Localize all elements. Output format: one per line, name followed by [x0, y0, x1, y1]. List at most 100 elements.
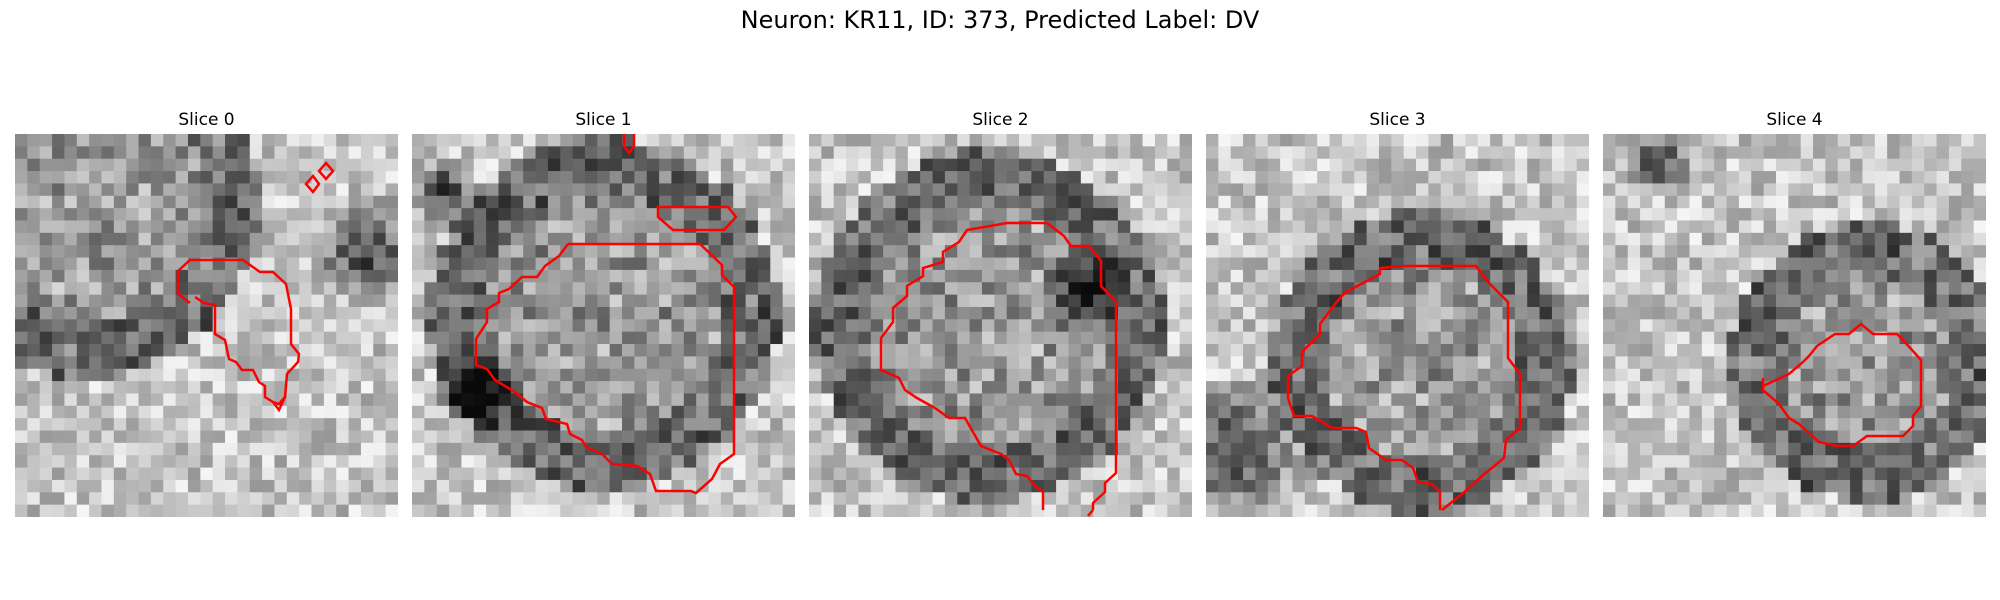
- pixel: [1043, 319, 1057, 333]
- pixel: [634, 269, 648, 283]
- pixel: [1837, 257, 1851, 271]
- pixel: [1961, 455, 1975, 469]
- pixel: [39, 492, 53, 506]
- pixel: [1924, 134, 1938, 147]
- pixel: [412, 356, 425, 370]
- pixel: [1615, 492, 1629, 506]
- pixel: [1006, 171, 1020, 185]
- pixel: [1490, 492, 1504, 506]
- pixel: [1378, 504, 1392, 517]
- pixel: [683, 232, 697, 246]
- pixel: [64, 171, 78, 185]
- pixel: [1341, 430, 1355, 444]
- pixel: [360, 319, 374, 333]
- pixel: [609, 479, 623, 493]
- pixel: [1453, 232, 1467, 246]
- pixel: [1514, 294, 1528, 308]
- pixel: [895, 245, 909, 259]
- pixel: [1751, 479, 1765, 493]
- pixel: [89, 195, 103, 209]
- pixel: [1640, 344, 1654, 357]
- pixel: [757, 232, 771, 246]
- pixel: [1961, 232, 1975, 246]
- pixel: [64, 467, 78, 481]
- pixel: [1117, 467, 1131, 481]
- pixel: [299, 269, 313, 283]
- pixel: [1490, 220, 1504, 234]
- pixel: [212, 356, 226, 370]
- pixel: [1825, 319, 1839, 333]
- pixel: [1416, 158, 1429, 172]
- pixel: [1788, 319, 1802, 333]
- pixel: [969, 504, 983, 517]
- pixel: [1440, 479, 1454, 493]
- pixel: [969, 381, 983, 395]
- pixel: [683, 146, 697, 160]
- pixel: [237, 232, 251, 246]
- pixel: [994, 344, 1008, 357]
- pixel: [646, 134, 660, 147]
- pixel: [1714, 405, 1728, 419]
- pixel: [1539, 158, 1553, 172]
- pixel: [1899, 282, 1913, 296]
- pixel: [1936, 467, 1950, 481]
- pixel: [1850, 158, 1864, 172]
- pixel: [1677, 245, 1691, 259]
- pixel: [1267, 405, 1281, 419]
- pixel: [994, 405, 1008, 419]
- pixel: [323, 356, 337, 370]
- pixel: [1640, 245, 1654, 259]
- pixel: [969, 245, 983, 259]
- pixel: [1453, 393, 1467, 407]
- pixel: [895, 467, 909, 481]
- pixel: [311, 356, 325, 370]
- pixel: [212, 146, 226, 160]
- pixel: [299, 282, 313, 296]
- pixel: [1329, 442, 1343, 456]
- pixel: [1899, 158, 1913, 172]
- pixel: [212, 183, 226, 197]
- pixel: [883, 331, 897, 345]
- pixel: [1218, 245, 1232, 259]
- pixel: [373, 418, 387, 432]
- pixel: [274, 418, 288, 432]
- pixel: [1304, 294, 1318, 308]
- pixel: [944, 405, 958, 419]
- pixel: [1218, 171, 1232, 185]
- pixel: [1936, 257, 1950, 271]
- pixel: [1093, 232, 1107, 246]
- pixel: [274, 368, 288, 382]
- pixel: [846, 208, 860, 222]
- pixel: [424, 232, 438, 246]
- pixel: [770, 381, 784, 395]
- pixel: [1006, 183, 1020, 197]
- pixel: [1453, 319, 1467, 333]
- pixel: [1167, 331, 1181, 345]
- pixel: [138, 306, 152, 320]
- pixel: [1677, 492, 1691, 506]
- pixel: [1056, 158, 1070, 172]
- pixel: [1652, 344, 1666, 357]
- pixel: [1304, 171, 1318, 185]
- pixel: [1664, 455, 1678, 469]
- pixel: [1006, 232, 1020, 246]
- pixel: [1874, 467, 1888, 481]
- pixel: [1837, 269, 1851, 283]
- pixel: [1354, 208, 1368, 222]
- pixel: [1738, 467, 1752, 481]
- pixel: [1142, 467, 1156, 481]
- pixel: [311, 183, 325, 197]
- pixel: [597, 294, 611, 308]
- pixel: [1329, 430, 1343, 444]
- pixel: [1539, 195, 1553, 209]
- pixel: [1502, 158, 1516, 172]
- pixel: [1440, 331, 1454, 345]
- pixel: [920, 245, 934, 259]
- pixel: [1068, 220, 1082, 234]
- pixel: [745, 171, 759, 185]
- pixel: [373, 492, 387, 506]
- pixel: [1465, 195, 1479, 209]
- pixel: [1167, 442, 1181, 456]
- pixel: [1292, 195, 1306, 209]
- pixel: [1280, 146, 1294, 160]
